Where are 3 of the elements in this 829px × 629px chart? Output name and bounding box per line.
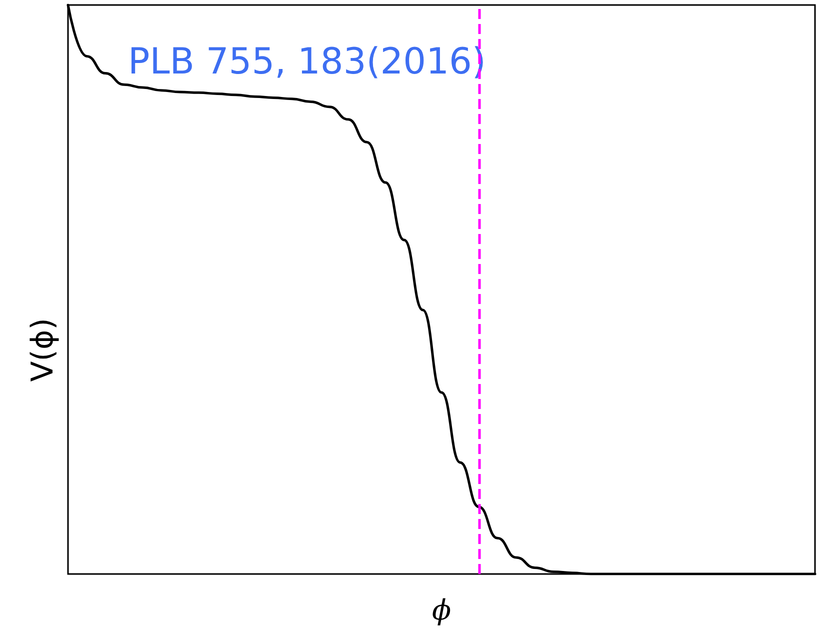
annotation: PLB 755, 183(2016) [128,42,486,82]
y-axis-title: V(ϕ) [26,318,60,382]
x-axis-title: ϕ [432,594,452,626]
